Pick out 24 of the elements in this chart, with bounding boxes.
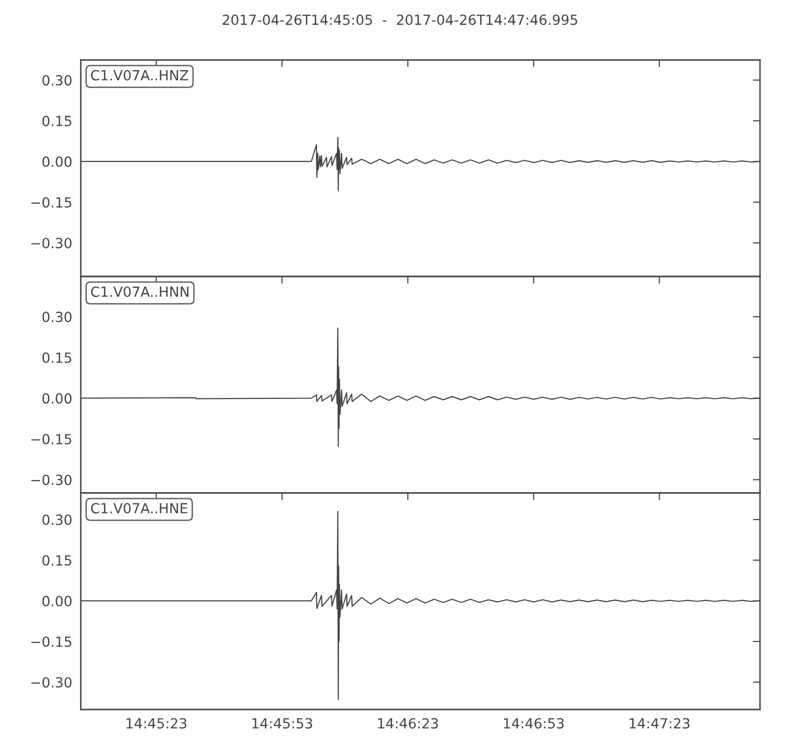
x-tick-label: 14:47:23: [630, 718, 690, 729]
y-tick-label: −0.30: [31, 677, 72, 688]
y-tick-label: −0.30: [31, 474, 72, 486]
y-tick-label: 0.15: [42, 352, 72, 363]
text: C1.V07A..HNE: [91, 502, 188, 514]
legend-label: C1.V07A..HNZ: [91, 70, 188, 80]
y-tick-label: −0.15: [31, 636, 72, 647]
y-tick-label: 0.30: [42, 75, 72, 86]
y-tick-label: −0.15: [31, 434, 72, 444]
chart-title: 2017-04-26T14:45:05 - 2017-04-26T14:47:46.995: [222, 14, 578, 26]
text: C1.V07A..HNN: [91, 286, 188, 297]
y-tick-label: −0.15: [31, 197, 72, 208]
x-tick-label: 14:45:23: [126, 718, 186, 729]
x-tick-label: 14:45:53: [252, 718, 312, 729]
y-tick-label: 0.00: [42, 156, 72, 167]
y-tick-label: 0.30: [42, 514, 72, 526]
x-tick-label: 14:46:23: [378, 718, 438, 729]
x-tick-label: 14:46:53: [504, 718, 564, 729]
y-tick-label: 0.00: [42, 393, 72, 404]
y-tick-label: 0.15: [42, 116, 72, 126]
y-tick-label: 0.15: [42, 555, 72, 566]
y-tick-label: 0.00: [42, 596, 72, 606]
y-tick-label: 0.30: [42, 312, 72, 322]
y-tick-label: −0.30: [31, 238, 72, 248]
